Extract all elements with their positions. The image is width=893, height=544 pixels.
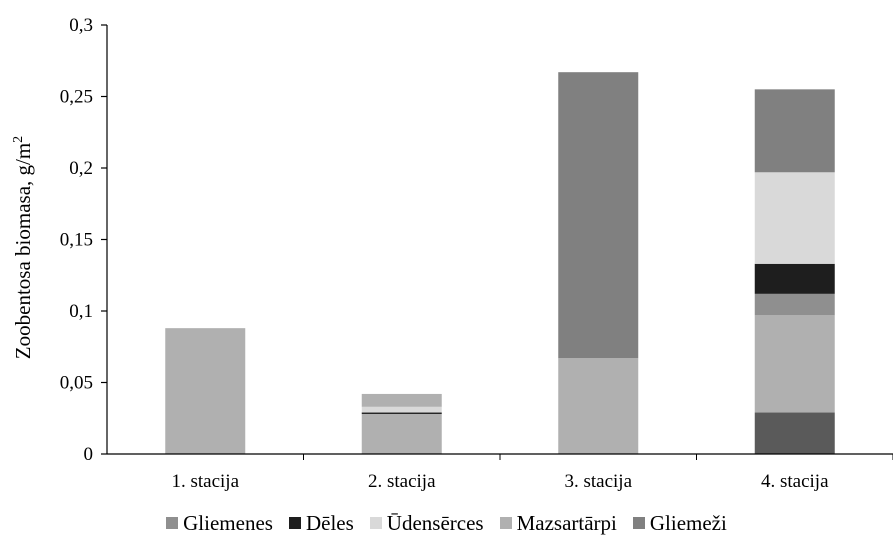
x-tick-label: 1. stacija bbox=[171, 471, 239, 492]
legend-label: Mazsartārpi bbox=[516, 510, 617, 535]
bar-segment bbox=[361, 413, 442, 454]
y-tick-label: 0,25 bbox=[60, 87, 93, 108]
bar-segment bbox=[361, 412, 442, 414]
legend-swatch bbox=[288, 517, 301, 529]
bar-segment bbox=[754, 293, 835, 316]
legend-item: Ūdensērces bbox=[369, 510, 484, 536]
legend-label: Gliemenes bbox=[183, 510, 273, 535]
bar-segment bbox=[754, 412, 835, 454]
bar-segment bbox=[754, 315, 835, 413]
bar-segment bbox=[558, 72, 639, 359]
y-tick-label: 0,3 bbox=[69, 15, 93, 36]
legend: Gliemenes Dēles Ūdensērces Mazsartārpi Gliem… bbox=[0, 508, 893, 538]
legend-swatch bbox=[499, 517, 512, 529]
bar-segment bbox=[754, 89, 835, 173]
bars bbox=[165, 72, 835, 454]
legend-swatch bbox=[369, 517, 382, 529]
x-axis-ticks: 1. stacija 2. stacija 3. stacija 4. stacija bbox=[171, 454, 893, 492]
legend-label: Gliemeži bbox=[649, 510, 727, 535]
y-tick-label: 0,2 bbox=[69, 158, 93, 179]
bar-segment bbox=[754, 172, 835, 264]
y-tick-label: 0,1 bbox=[69, 301, 93, 322]
y-axis-label: Zoobentosa biomasa, g/m2 bbox=[11, 136, 35, 359]
stacked-bar-chart: Zoobentosa biomasa, g/m2 0 0,05 0,1 0,15 0,2… bbox=[11, 15, 893, 492]
legend-item: Mazsartārpi bbox=[499, 510, 617, 536]
bar-segment bbox=[558, 358, 639, 454]
bar-segment bbox=[361, 406, 442, 413]
bar-segment bbox=[361, 393, 442, 407]
y-tick-label: 0,05 bbox=[60, 373, 93, 394]
legend-swatch bbox=[632, 517, 645, 529]
legend-swatch bbox=[166, 517, 179, 529]
legend-label: Ūdensērces bbox=[386, 510, 484, 535]
y-tick-label: 0,15 bbox=[60, 230, 93, 251]
y-tick-label: 0 bbox=[84, 444, 94, 465]
x-tick-label: 2. stacija bbox=[368, 471, 436, 492]
x-tick-label: 4. stacija bbox=[761, 471, 829, 492]
x-tick-label: 3. stacija bbox=[564, 471, 632, 492]
legend-label: Dēles bbox=[305, 510, 354, 535]
legend-item: Gliemenes bbox=[166, 511, 273, 536]
bar-segment bbox=[165, 328, 246, 454]
bar-segment bbox=[754, 263, 835, 294]
legend-item: Dēles bbox=[288, 510, 354, 536]
y-axis-ticks: 0 0,05 0,1 0,15 0,2 0,25 0,3 bbox=[60, 15, 107, 465]
y-axis-title: Zoobentosa biomasa, g/m2 bbox=[11, 136, 35, 359]
legend-item: Gliemeži bbox=[632, 510, 727, 536]
